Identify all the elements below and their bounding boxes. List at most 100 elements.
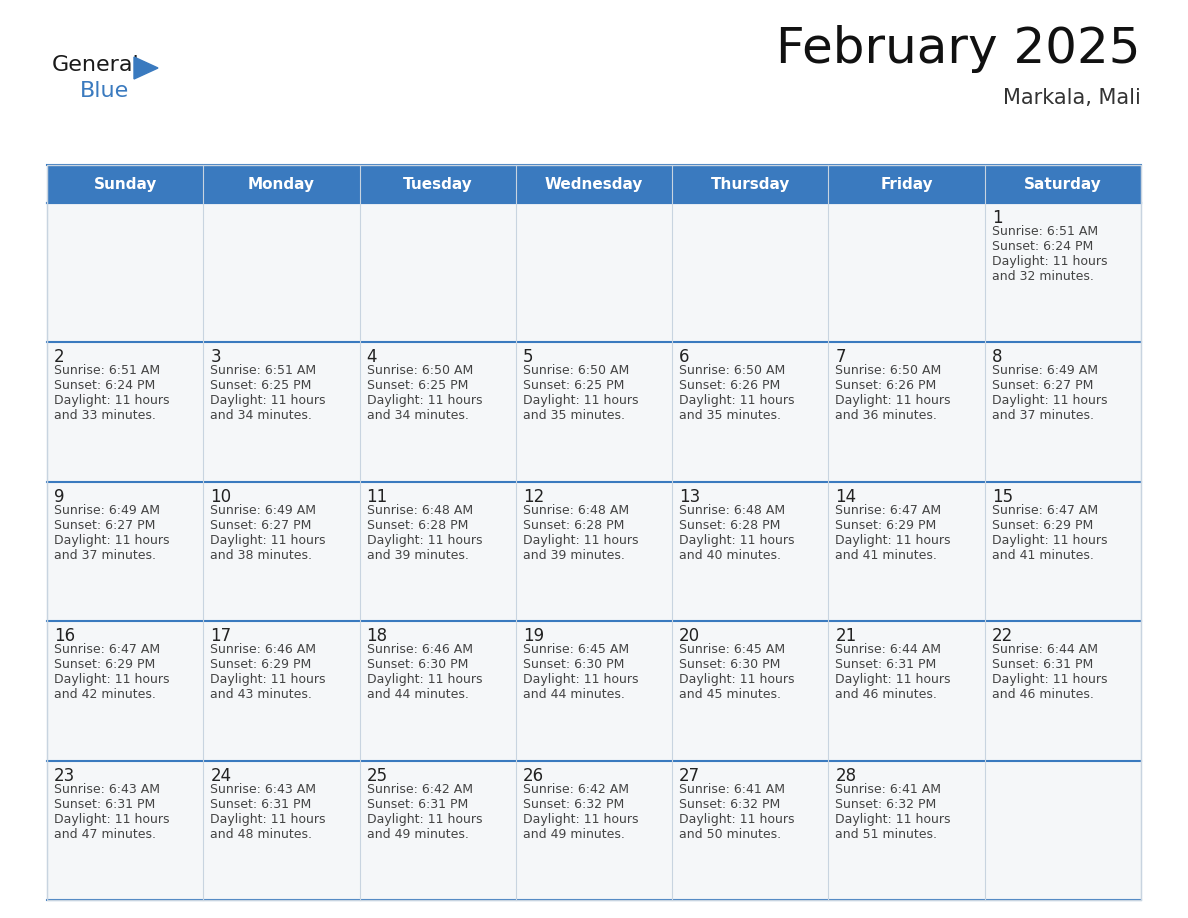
Text: Sunset: 6:29 PM: Sunset: 6:29 PM xyxy=(210,658,311,671)
Text: 27: 27 xyxy=(680,767,700,785)
Text: Daylight: 11 hours: Daylight: 11 hours xyxy=(210,812,326,825)
Text: Daylight: 11 hours: Daylight: 11 hours xyxy=(992,395,1107,408)
Text: and 39 minutes.: and 39 minutes. xyxy=(523,549,625,562)
Text: Sunset: 6:30 PM: Sunset: 6:30 PM xyxy=(367,658,468,671)
Text: Sunset: 6:24 PM: Sunset: 6:24 PM xyxy=(53,379,156,392)
Text: 6: 6 xyxy=(680,349,690,366)
Text: 7: 7 xyxy=(835,349,846,366)
Text: 8: 8 xyxy=(992,349,1003,366)
Text: General: General xyxy=(52,55,140,75)
Text: Daylight: 11 hours: Daylight: 11 hours xyxy=(210,673,326,686)
Text: Sunset: 6:28 PM: Sunset: 6:28 PM xyxy=(523,519,624,532)
Text: Sunset: 6:29 PM: Sunset: 6:29 PM xyxy=(835,519,936,532)
Text: Sunrise: 6:42 AM: Sunrise: 6:42 AM xyxy=(523,783,628,796)
Text: Daylight: 11 hours: Daylight: 11 hours xyxy=(53,812,170,825)
Text: 2: 2 xyxy=(53,349,64,366)
Text: Sunset: 6:26 PM: Sunset: 6:26 PM xyxy=(835,379,936,392)
Text: 4: 4 xyxy=(367,349,377,366)
Text: Sunset: 6:32 PM: Sunset: 6:32 PM xyxy=(835,798,936,811)
Text: Sunrise: 6:46 AM: Sunrise: 6:46 AM xyxy=(210,644,316,656)
Text: Sunset: 6:29 PM: Sunset: 6:29 PM xyxy=(992,519,1093,532)
Text: Daylight: 11 hours: Daylight: 11 hours xyxy=(992,673,1107,686)
Text: Daylight: 11 hours: Daylight: 11 hours xyxy=(53,533,170,547)
Text: Sunrise: 6:47 AM: Sunrise: 6:47 AM xyxy=(992,504,1098,517)
Text: Sunrise: 6:47 AM: Sunrise: 6:47 AM xyxy=(53,644,160,656)
Text: Daylight: 11 hours: Daylight: 11 hours xyxy=(680,812,795,825)
Text: Sunrise: 6:46 AM: Sunrise: 6:46 AM xyxy=(367,644,473,656)
Text: Sunrise: 6:49 AM: Sunrise: 6:49 AM xyxy=(53,504,160,517)
Text: Blue: Blue xyxy=(80,81,129,101)
Text: 18: 18 xyxy=(367,627,387,645)
Text: Sunrise: 6:48 AM: Sunrise: 6:48 AM xyxy=(367,504,473,517)
Text: and 42 minutes.: and 42 minutes. xyxy=(53,688,156,701)
Text: Sunrise: 6:50 AM: Sunrise: 6:50 AM xyxy=(367,364,473,377)
Text: Daylight: 11 hours: Daylight: 11 hours xyxy=(992,255,1107,268)
Text: and 44 minutes.: and 44 minutes. xyxy=(367,688,468,701)
Text: Daylight: 11 hours: Daylight: 11 hours xyxy=(680,673,795,686)
Text: and 45 minutes.: and 45 minutes. xyxy=(680,688,782,701)
Text: Sunrise: 6:44 AM: Sunrise: 6:44 AM xyxy=(992,644,1098,656)
Bar xyxy=(48,165,1140,900)
Text: Sunset: 6:27 PM: Sunset: 6:27 PM xyxy=(210,519,311,532)
Bar xyxy=(48,203,1140,342)
Text: Sunrise: 6:51 AM: Sunrise: 6:51 AM xyxy=(53,364,160,377)
Text: and 37 minutes.: and 37 minutes. xyxy=(53,549,156,562)
Text: Sunset: 6:25 PM: Sunset: 6:25 PM xyxy=(210,379,311,392)
Text: Daylight: 11 hours: Daylight: 11 hours xyxy=(523,395,638,408)
Text: Sunset: 6:26 PM: Sunset: 6:26 PM xyxy=(680,379,781,392)
Text: Sunrise: 6:50 AM: Sunrise: 6:50 AM xyxy=(835,364,942,377)
Text: 20: 20 xyxy=(680,627,700,645)
Text: Sunrise: 6:43 AM: Sunrise: 6:43 AM xyxy=(53,783,160,796)
Text: Sunrise: 6:45 AM: Sunrise: 6:45 AM xyxy=(523,644,628,656)
Text: and 34 minutes.: and 34 minutes. xyxy=(367,409,468,422)
Text: and 33 minutes.: and 33 minutes. xyxy=(53,409,156,422)
Text: Sunset: 6:29 PM: Sunset: 6:29 PM xyxy=(53,658,156,671)
Text: 24: 24 xyxy=(210,767,232,785)
Text: Sunrise: 6:48 AM: Sunrise: 6:48 AM xyxy=(523,504,628,517)
Text: Daylight: 11 hours: Daylight: 11 hours xyxy=(680,533,795,547)
Text: Sunrise: 6:41 AM: Sunrise: 6:41 AM xyxy=(680,783,785,796)
Text: and 49 minutes.: and 49 minutes. xyxy=(367,828,468,841)
Text: 21: 21 xyxy=(835,627,857,645)
Text: Daylight: 11 hours: Daylight: 11 hours xyxy=(210,395,326,408)
Text: Sunset: 6:32 PM: Sunset: 6:32 PM xyxy=(523,798,624,811)
Text: 22: 22 xyxy=(992,627,1013,645)
Text: 3: 3 xyxy=(210,349,221,366)
Text: Sunset: 6:31 PM: Sunset: 6:31 PM xyxy=(210,798,311,811)
Text: Sunset: 6:27 PM: Sunset: 6:27 PM xyxy=(992,379,1093,392)
Text: 25: 25 xyxy=(367,767,387,785)
Text: 16: 16 xyxy=(53,627,75,645)
Text: Daylight: 11 hours: Daylight: 11 hours xyxy=(210,533,326,547)
Text: Sunrise: 6:50 AM: Sunrise: 6:50 AM xyxy=(680,364,785,377)
Text: Sunset: 6:24 PM: Sunset: 6:24 PM xyxy=(992,240,1093,253)
Text: Sunset: 6:31 PM: Sunset: 6:31 PM xyxy=(367,798,468,811)
Text: 11: 11 xyxy=(367,487,387,506)
Text: Sunset: 6:28 PM: Sunset: 6:28 PM xyxy=(680,519,781,532)
Text: and 49 minutes.: and 49 minutes. xyxy=(523,828,625,841)
Text: Sunset: 6:31 PM: Sunset: 6:31 PM xyxy=(835,658,936,671)
Text: Sunset: 6:31 PM: Sunset: 6:31 PM xyxy=(992,658,1093,671)
Bar xyxy=(48,342,1140,482)
Text: Sunset: 6:27 PM: Sunset: 6:27 PM xyxy=(53,519,156,532)
Text: and 37 minutes.: and 37 minutes. xyxy=(992,409,1094,422)
Text: 1: 1 xyxy=(992,209,1003,227)
Text: Wednesday: Wednesday xyxy=(545,176,643,192)
Text: and 35 minutes.: and 35 minutes. xyxy=(523,409,625,422)
Text: Sunset: 6:31 PM: Sunset: 6:31 PM xyxy=(53,798,156,811)
Text: Sunrise: 6:51 AM: Sunrise: 6:51 AM xyxy=(210,364,316,377)
Text: 23: 23 xyxy=(53,767,75,785)
Text: and 35 minutes.: and 35 minutes. xyxy=(680,409,782,422)
Text: Friday: Friday xyxy=(880,176,933,192)
Text: Daylight: 11 hours: Daylight: 11 hours xyxy=(835,812,950,825)
Text: Sunrise: 6:48 AM: Sunrise: 6:48 AM xyxy=(680,504,785,517)
Bar xyxy=(48,165,1140,203)
Text: and 48 minutes.: and 48 minutes. xyxy=(210,828,312,841)
Text: 19: 19 xyxy=(523,627,544,645)
Text: Daylight: 11 hours: Daylight: 11 hours xyxy=(367,533,482,547)
Text: Thursday: Thursday xyxy=(710,176,790,192)
Text: Saturday: Saturday xyxy=(1024,176,1101,192)
Text: Daylight: 11 hours: Daylight: 11 hours xyxy=(53,395,170,408)
Text: and 32 minutes.: and 32 minutes. xyxy=(992,270,1094,283)
Text: and 36 minutes.: and 36 minutes. xyxy=(835,409,937,422)
Text: and 41 minutes.: and 41 minutes. xyxy=(835,549,937,562)
